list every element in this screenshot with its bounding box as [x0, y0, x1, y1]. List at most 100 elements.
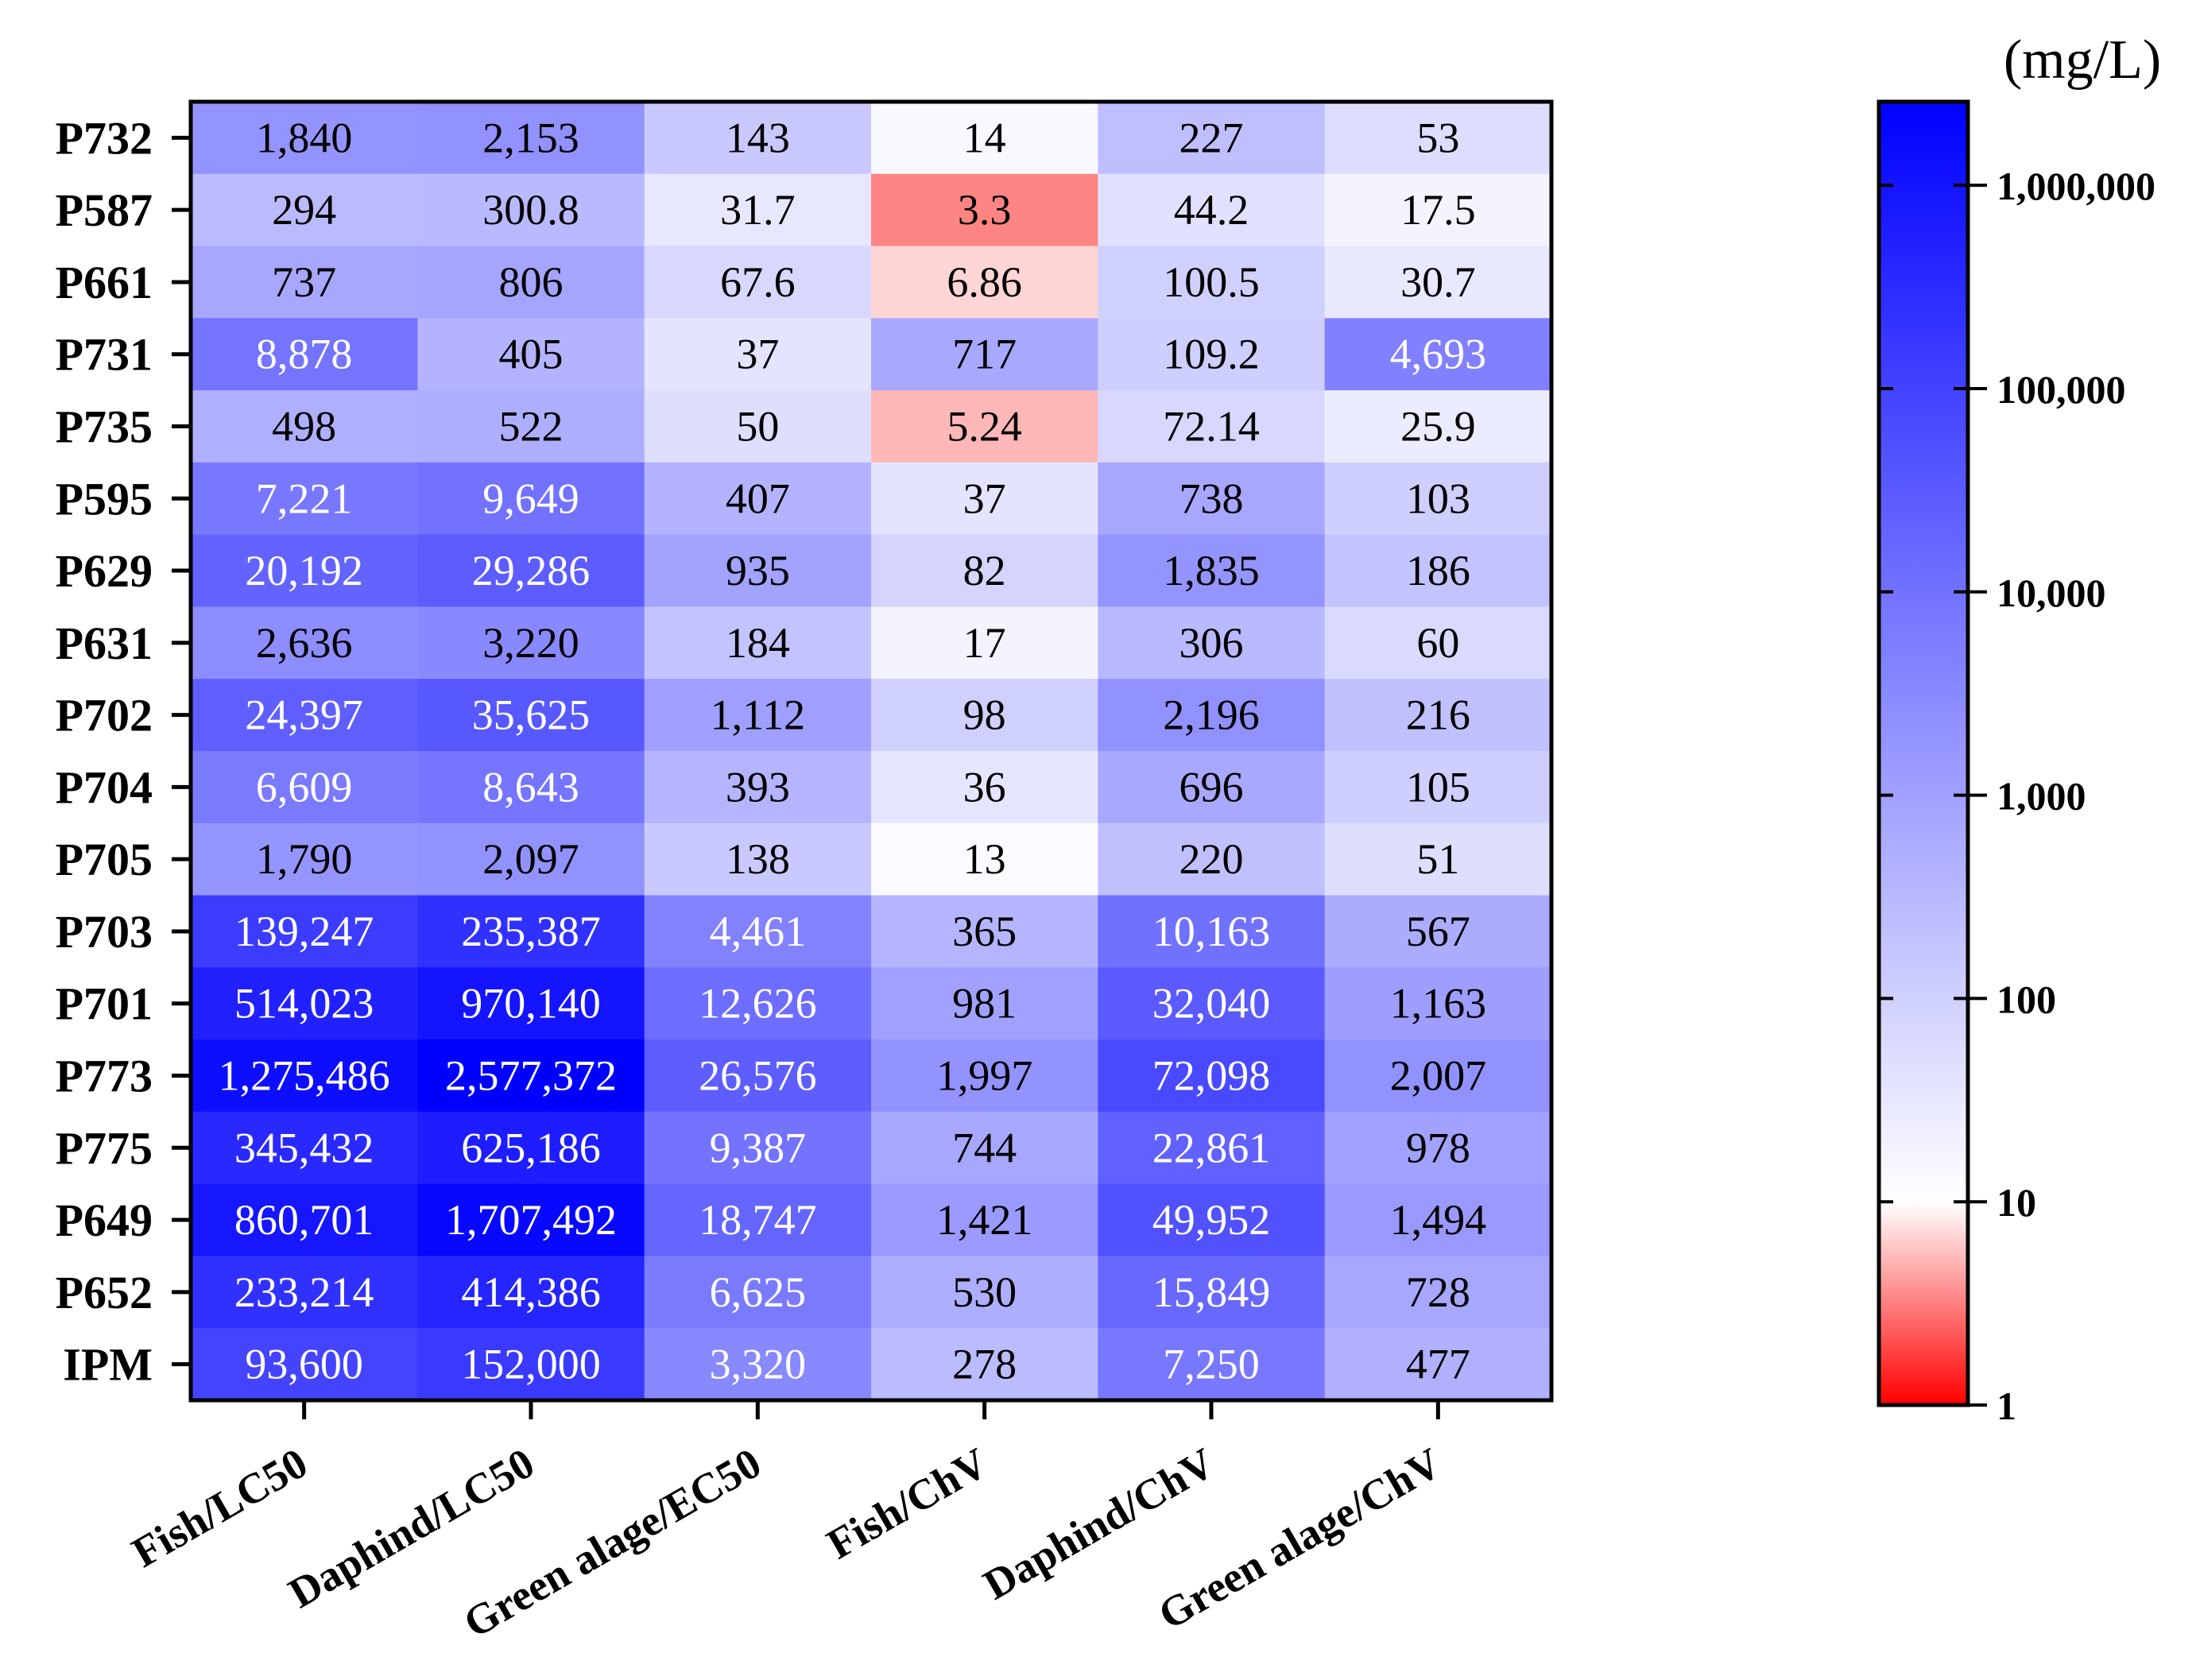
heatmap-cell: [1098, 823, 1326, 896]
y-axis-tick-label: P649: [56, 1194, 153, 1246]
heatmap-cell-label: 6,625: [710, 1268, 807, 1316]
heatmap-cell: [1098, 246, 1326, 319]
heatmap-cell: [191, 1328, 418, 1401]
heatmap-cell: [417, 679, 645, 752]
heatmap-cell-label: 1,790: [256, 835, 353, 883]
heatmap-cell-label: 4,461: [710, 908, 807, 955]
heatmap-cell: [644, 967, 872, 1040]
heatmap-cell-label: 44.2: [1174, 186, 1249, 234]
heatmap-cell: [1098, 318, 1326, 391]
heatmap-cell-label: 6,609: [256, 763, 353, 811]
heatmap-cell: [191, 390, 418, 463]
heatmap-cell-label: 93,600: [245, 1341, 363, 1388]
y-axis-tick-label: P587: [56, 184, 153, 236]
heatmap-cell: [1324, 1328, 1552, 1401]
colorbar-tick-label: 10,000: [1997, 571, 2106, 615]
heatmap-cell-label: 294: [272, 186, 336, 234]
heatmap-cell-label: 405: [499, 331, 564, 378]
colorbar-tick-label: 1: [1997, 1384, 2016, 1428]
y-axis-tick-label: P735: [56, 401, 153, 453]
heatmap-cell: [644, 606, 872, 679]
heatmap-cell: [871, 895, 1098, 968]
heatmap-cell-label: 35,625: [472, 691, 591, 739]
heatmap-cell: [191, 751, 418, 824]
x-axis-tick-label: Fish/LC50: [124, 1438, 315, 1576]
heatmap-cell-label: 49,952: [1152, 1196, 1271, 1244]
heatmap-cell: [644, 1256, 872, 1329]
heatmap-cell: [191, 318, 418, 391]
heatmap-cell: [1098, 534, 1326, 608]
heatmap-cell-label: 278: [952, 1341, 1017, 1388]
heatmap-cell: [1098, 1039, 1326, 1113]
heatmap-cell-label: 17: [963, 619, 1006, 667]
heatmap-cell: [871, 462, 1098, 536]
heatmap-cell: [871, 246, 1098, 319]
y-axis-tick-label: P631: [56, 617, 153, 669]
heatmap-cell: [1098, 1328, 1326, 1401]
heatmap-cell-label: 50: [736, 403, 779, 451]
heatmap-cell-label: 1,112: [711, 691, 806, 739]
heatmap-cell: [871, 823, 1098, 896]
heatmap-cell-label: 67.6: [720, 258, 796, 306]
heatmap-cell: [1324, 246, 1552, 319]
y-axis: P732 P587 P661 P731 P735 P595 P629 P631 P702 P704…: [56, 112, 191, 1391]
heatmap-cell-label: 227: [1179, 114, 1244, 161]
heatmap-cell-label: 2,153: [482, 114, 579, 161]
heatmap-cell-label: 82: [963, 547, 1006, 594]
heatmap-cell: [644, 462, 872, 536]
heatmap-cell: [417, 246, 645, 319]
heatmap-cell: [417, 1183, 645, 1257]
heatmap-cell-label: 744: [952, 1124, 1017, 1171]
heatmap-cell-label: 9,387: [710, 1124, 807, 1171]
heatmap-cell: [1324, 173, 1552, 247]
heatmap-cell-label: 105: [1406, 763, 1470, 811]
heatmap-cell: [417, 895, 645, 968]
heatmap-cell-label: 1,275,486: [219, 1052, 390, 1100]
heatmap-cell-label: 186: [1406, 547, 1470, 594]
heatmap-cell: [1098, 751, 1326, 824]
heatmap-cell-label: 72.14: [1163, 403, 1260, 451]
heatmap-cell-label: 6.86: [947, 258, 1022, 306]
heatmap-cell-label: 1,421: [936, 1196, 1033, 1244]
heatmap-cell-label: 300.8: [482, 186, 579, 234]
colorbar-tick-label: 1,000: [1997, 774, 2086, 819]
colorbar-tick-label: 1,000,000: [1997, 164, 2155, 208]
heatmap-cell: [644, 1111, 872, 1185]
heatmap-cell: [191, 895, 418, 968]
heatmap-cell-label: 12,626: [699, 980, 817, 1028]
heatmap-cell-label: 498: [272, 403, 336, 451]
heatmap-cell-label: 98: [963, 691, 1006, 739]
y-axis-tick-label: P661: [56, 257, 153, 308]
heatmap-cell: [644, 1328, 872, 1401]
heatmap-cell-label: 522: [499, 403, 564, 451]
y-axis-tick-label: P703: [56, 906, 153, 958]
heatmap-cell-label: 728: [1406, 1268, 1470, 1316]
heatmap-cell-label: 17.5: [1400, 186, 1476, 234]
heatmap-cell-label: 981: [952, 980, 1017, 1028]
heatmap-cell-label: 407: [726, 474, 790, 522]
heatmap-cell-label: 10,163: [1152, 908, 1271, 955]
heatmap-cell-label: 8,878: [256, 331, 353, 378]
heatmap-cell: [871, 534, 1098, 608]
colorbar: 1 10 100 1,000 10,000 100,000 1,000,000: [1877, 99, 2155, 1428]
heatmap-cell-label: 393: [726, 763, 790, 811]
colorbar-tick-label: 10: [1997, 1180, 2036, 1225]
heatmap-cell-label: 22,861: [1152, 1124, 1271, 1171]
heatmap-cell: [644, 823, 872, 896]
y-axis-tick-label: P731: [56, 329, 153, 381]
heatmap-cell-label: 233,214: [234, 1268, 374, 1316]
heatmap-cell-label: 3,320: [710, 1341, 807, 1388]
heatmap-cell: [871, 1256, 1098, 1329]
heatmap-cell: [871, 967, 1098, 1040]
heatmap-cell-label: 477: [1406, 1341, 1470, 1388]
heatmap-cell: [1324, 534, 1552, 608]
heatmap-cell-label: 72,098: [1152, 1052, 1271, 1100]
heatmap-cell-label: 5.24: [947, 403, 1022, 451]
heatmap-cell-label: 1,840: [256, 114, 353, 161]
heatmap-cell-label: 32,040: [1152, 980, 1271, 1028]
heatmap-cell-label: 806: [499, 258, 564, 306]
colorbar-gradient: [1877, 99, 1970, 1407]
heatmap-cell: [417, 751, 645, 824]
heatmap-cell: [1324, 1256, 1552, 1329]
heatmap-cell-label: 1,997: [936, 1052, 1033, 1100]
